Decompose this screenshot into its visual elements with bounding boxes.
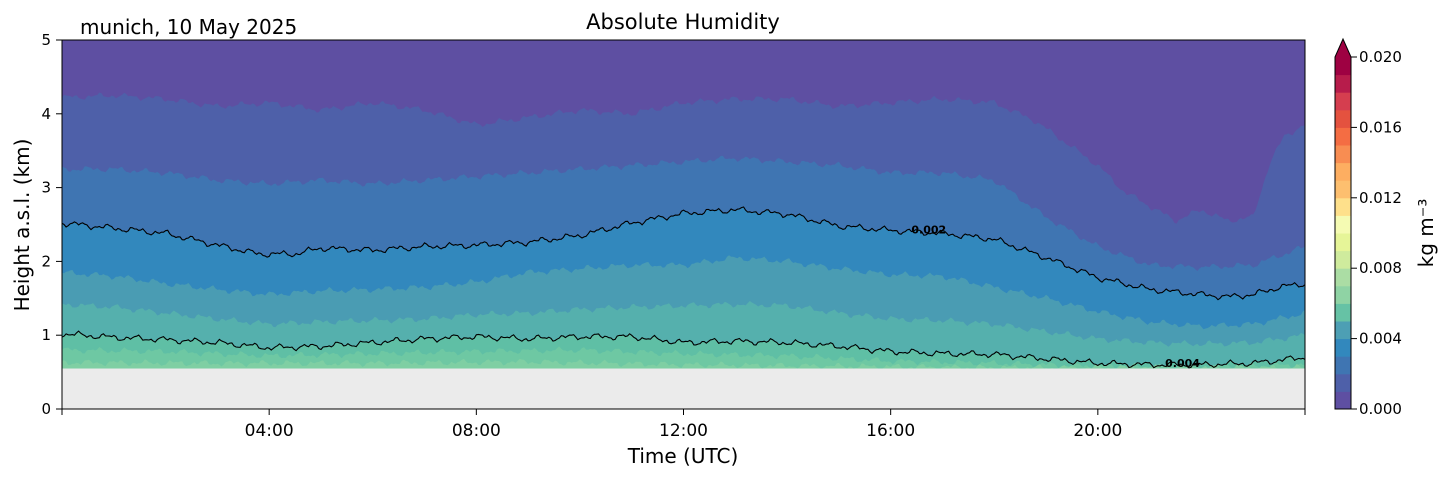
colorbar-segment (1335, 338, 1351, 357)
colorbar-segment (1335, 285, 1351, 304)
colorbar-segment (1335, 356, 1351, 375)
colorbar-tick-label: 0.000 (1359, 400, 1402, 418)
x-axis: 04:00 08:00 12:00 16:00 20:00 (61, 409, 1306, 441)
colorbar-segment (1335, 162, 1351, 181)
colorbar: 0.000 0.004 0.008 0.012 0.016 0.020 kg m⁻³ (1334, 37, 1438, 418)
y-axis: 0 1 2 3 4 5 (41, 31, 62, 418)
colorbar-segment (1335, 391, 1351, 410)
colorbar-segment (1335, 303, 1351, 322)
contour-lines: 0.002 0.004 (62, 206, 1305, 370)
y-tick-label: 5 (41, 31, 51, 49)
colorbar-extend-arrow (1335, 39, 1351, 57)
colorbar-segment (1335, 180, 1351, 199)
colorbar-gradient (1335, 39, 1351, 410)
y-tick-label: 2 (41, 252, 51, 270)
colorbar-frame (1334, 37, 1352, 410)
chart-title: Absolute Humidity (586, 10, 780, 34)
colorbar-segment (1335, 92, 1351, 111)
contour-label: 0.004 (1165, 357, 1200, 370)
x-tick-label: 08:00 (452, 421, 501, 441)
y-tick-label: 4 (41, 105, 51, 123)
plot-area: 0.002 0.004 (61, 39, 1306, 410)
colorbar-segment (1335, 197, 1351, 216)
colorbar-tick-label: 0.016 (1359, 118, 1402, 136)
x-tick-label: 20:00 (1073, 421, 1122, 441)
x-axis-label: Time (UTC) (627, 444, 739, 468)
colorbar-segment (1335, 321, 1351, 340)
colorbar-segment (1335, 127, 1351, 146)
colorbar-tick-label: 0.004 (1359, 330, 1402, 348)
x-tick-label: 04:00 (245, 421, 294, 441)
contour-band (62, 358, 1305, 369)
y-tick-label: 0 (41, 400, 51, 418)
colorbar-segment (1335, 145, 1351, 164)
colorbar-segment (1335, 268, 1351, 287)
location-date-label: munich, 10 May 2025 (80, 15, 297, 39)
colorbar-segment (1335, 215, 1351, 234)
colorbar-segment (1335, 109, 1351, 128)
colorbar-segment (1335, 373, 1351, 392)
x-tick-label: 12:00 (659, 421, 708, 441)
colorbar-tick-label: 0.020 (1359, 48, 1402, 66)
y-axis-label: Height a.s.l. (km) (10, 139, 34, 312)
colorbar-segment (1335, 233, 1351, 252)
colorbar-label: kg m⁻³ (1414, 199, 1438, 268)
contour-label: 0.002 (911, 224, 946, 237)
contour-line (62, 330, 1305, 369)
colorbar-tick-label: 0.012 (1359, 189, 1402, 207)
colorbar-ticks: 0.000 0.004 0.008 0.012 0.016 0.020 (1351, 48, 1402, 418)
colorbar-segment (1335, 74, 1351, 93)
colorbar-segment (1335, 250, 1351, 269)
humidity-contour-fill (62, 40, 1305, 369)
y-tick-label: 1 (41, 326, 51, 344)
y-tick-label: 3 (41, 179, 51, 197)
colorbar-segment (1335, 57, 1351, 76)
contour-line (62, 206, 1305, 301)
x-tick-label: 16:00 (866, 421, 915, 441)
colorbar-tick-label: 0.008 (1359, 259, 1402, 277)
